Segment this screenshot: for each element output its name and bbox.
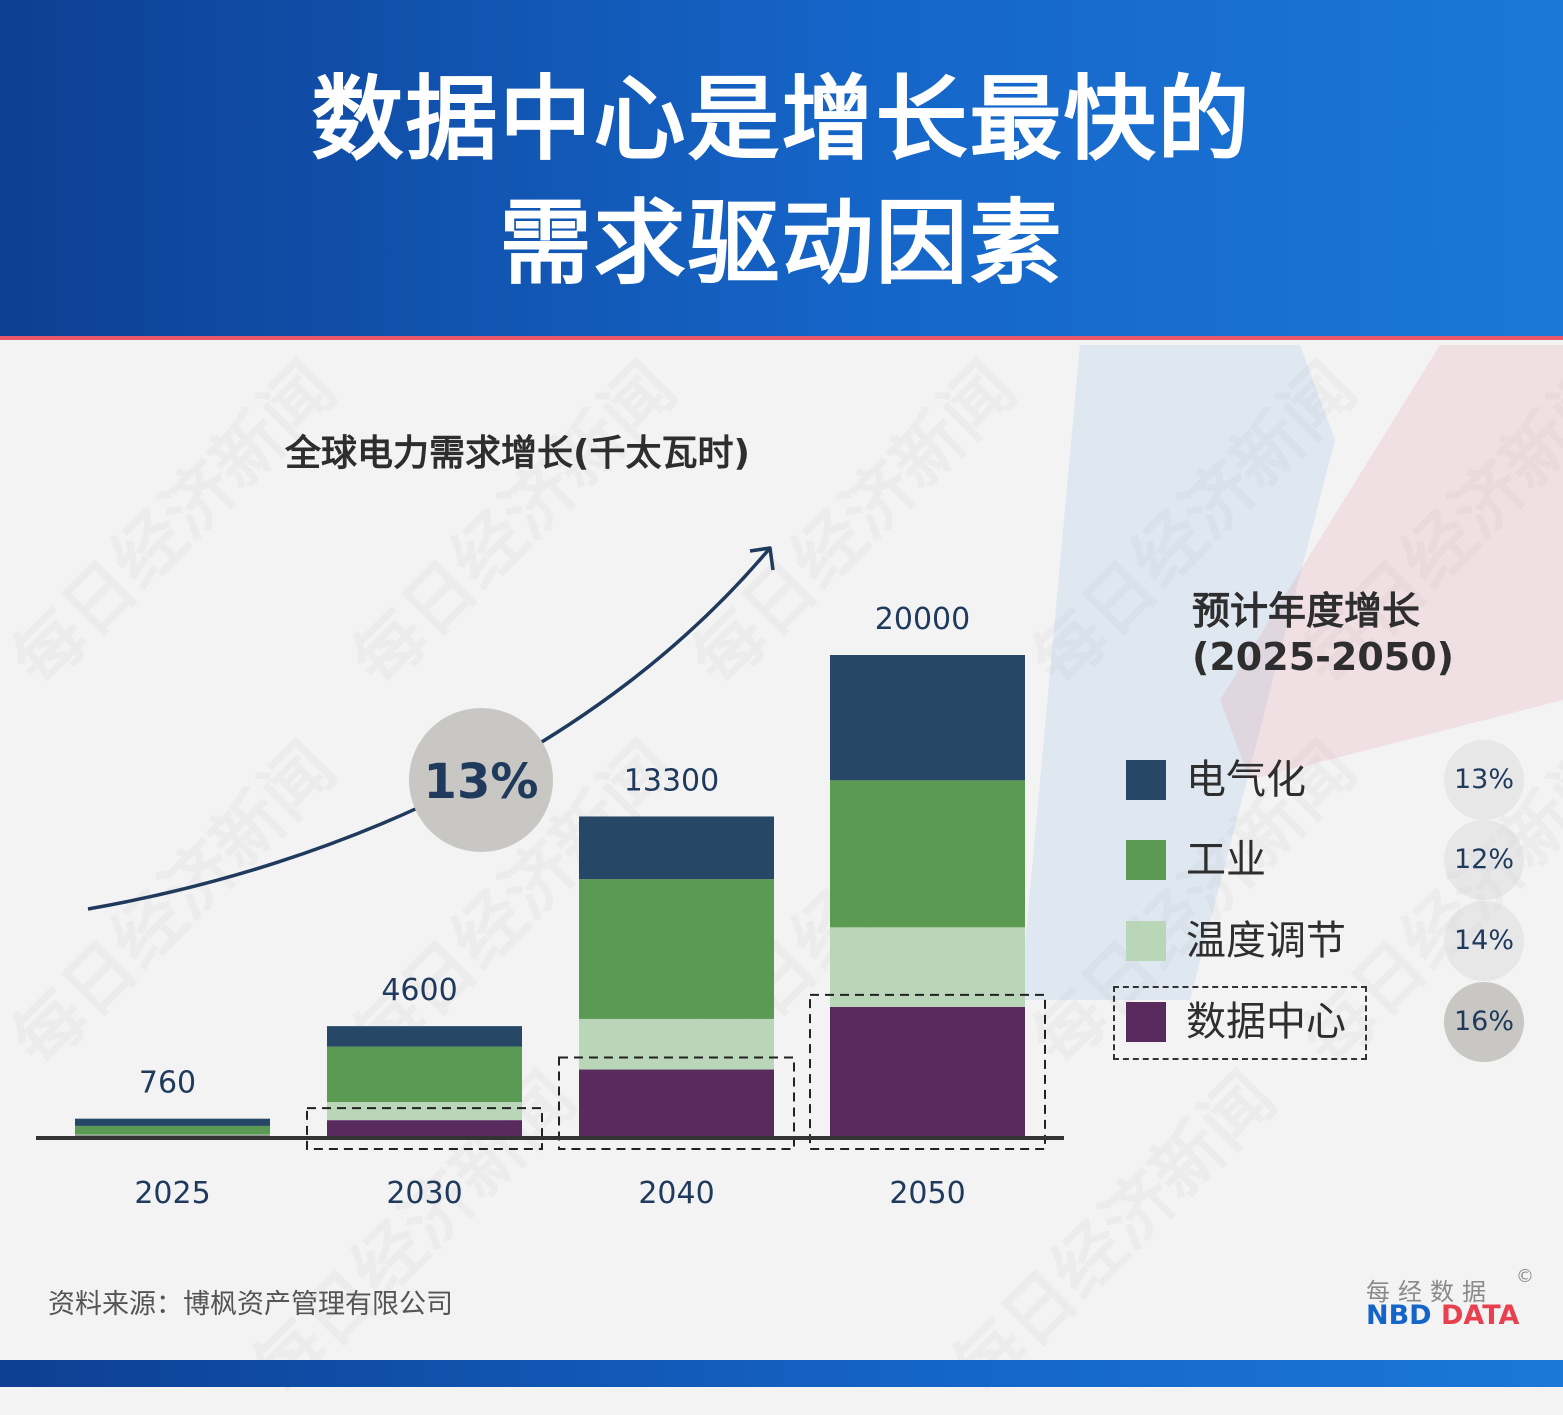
page-title-line-1: 数据中心是增长最快的 (311, 66, 1252, 173)
growth-arrowhead-icon (749, 546, 775, 571)
legend-swatch-industry (1126, 840, 1166, 880)
page-title: 数据中心是增长最快的 需求驱动因素 (0, 58, 1563, 306)
bar-total-label: 20000 (875, 602, 970, 637)
logo-en: NBD DATA (1366, 1300, 1519, 1331)
bar-total-label: 13300 (624, 763, 719, 798)
legend-title-main: 预计年度增长 (1192, 589, 1421, 633)
bar-total-label: 760 (139, 1066, 196, 1101)
bar-segment-electrification (830, 655, 1025, 781)
legend-label: 数据中心 (1186, 999, 1346, 1045)
legend-label: 温度调节 (1186, 918, 1346, 964)
bar-segment-datacenter (327, 1120, 522, 1137)
logo-en-data: DATA (1441, 1300, 1520, 1331)
chart-title: 全球电力需求增长(千太瓦时) (285, 433, 750, 474)
legend-rate-badge: 14% (1444, 901, 1524, 981)
bar-segment-industry (327, 1046, 522, 1103)
logo-cn: 每经数据 (1366, 1278, 1494, 1306)
datacenter-highlight-box (558, 1056, 795, 1151)
bar-segment-cooling (75, 1134, 270, 1136)
bar-segment-cooling (579, 1018, 774, 1070)
logo-en-nbd: NBD (1366, 1300, 1432, 1331)
bar-segment-industry (75, 1125, 270, 1135)
legend-label: 电气化 (1186, 757, 1306, 803)
page-title-line-2: 需求驱动因素 (499, 190, 1064, 297)
x-tick-label: 2050 (889, 1176, 965, 1211)
bar-segment-electrification (75, 1118, 270, 1126)
bar-segment-datacenter (830, 1006, 1025, 1137)
legend-swatch-cooling (1126, 921, 1166, 961)
bar-segment-cooling (830, 927, 1025, 1007)
legend-swatch-datacenter (1126, 1002, 1166, 1042)
bar-segment-cooling (327, 1102, 522, 1121)
legend-title: 预计年度增长 (2025-2050) (1192, 588, 1454, 680)
legend-label: 工业 (1186, 837, 1266, 883)
bar-segment-electrification (327, 1026, 522, 1047)
legend-highlight-box (1113, 986, 1367, 1060)
header-banner: 数据中心是增长最快的 需求驱动因素 (0, 0, 1563, 340)
bar-total-label: 4600 (381, 973, 457, 1008)
bar-segment-industry (830, 780, 1025, 928)
legend-title-range: (2025-2050) (1192, 635, 1455, 679)
x-tick-label: 2025 (134, 1176, 210, 1211)
x-tick-label: 2030 (386, 1176, 462, 1211)
legend-swatch-electrification (1126, 760, 1166, 800)
legend-rate-badge: 16% (1444, 982, 1524, 1062)
datacenter-highlight-box (306, 1107, 543, 1151)
footer-bar (0, 1360, 1563, 1387)
legend-rate-badge: 13% (1444, 740, 1524, 820)
legend-rate-badge: 12% (1444, 820, 1524, 900)
copyright-icon: © (1516, 1266, 1534, 1287)
source-note: 资料来源：博枫资产管理有限公司 (48, 1289, 453, 1320)
growth-badge-label: 13% (424, 754, 539, 810)
x-tick-label: 2040 (638, 1176, 714, 1211)
bar-segment-industry (579, 879, 774, 1019)
bar-segment-electrification (579, 816, 774, 880)
bar-segment-datacenter (579, 1069, 774, 1137)
growth-badge-circle (409, 708, 553, 852)
